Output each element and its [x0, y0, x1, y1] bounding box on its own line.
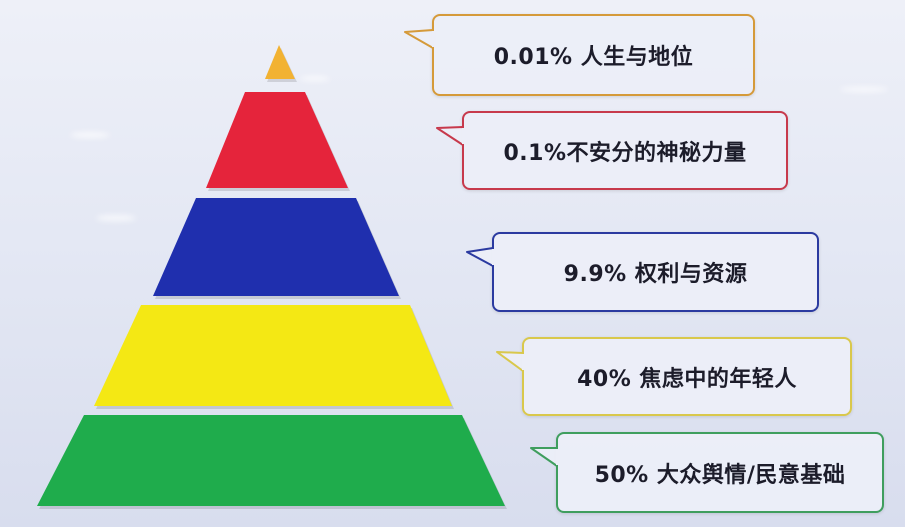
callout-tier-4: 40% 焦虑中的年轻人 [522, 337, 852, 416]
callout-tier-3: 9.9% 权利与资源 [492, 232, 819, 312]
callout-tier-1: 0.01% 人生与地位 [432, 14, 755, 96]
pyramid-tier-2 [206, 92, 348, 188]
callout-label: 0.01% 人生与地位 [493, 45, 694, 70]
callout-label: 9.9% 权利与资源 [563, 262, 748, 287]
callout-tier-2: 0.1%不安分的神秘力量 [462, 111, 788, 190]
pyramid-tier-5 [37, 415, 505, 506]
light-reflection [840, 87, 888, 92]
light-reflection [96, 215, 136, 221]
pyramid-tier-3 [153, 198, 399, 296]
callout-label: 0.1%不安分的神秘力量 [503, 140, 747, 166]
light-reflection [300, 76, 330, 81]
light-reflection [70, 132, 110, 138]
callout-tier-5: 50% 大众舆情/民意基础 [556, 432, 884, 513]
pyramid-tier-4 [94, 305, 452, 406]
callout-label: 40% 焦虑中的年轻人 [577, 366, 797, 392]
pyramid-tier-1 [265, 45, 295, 79]
callout-label: 50% 大众舆情/民意基础 [594, 462, 846, 488]
